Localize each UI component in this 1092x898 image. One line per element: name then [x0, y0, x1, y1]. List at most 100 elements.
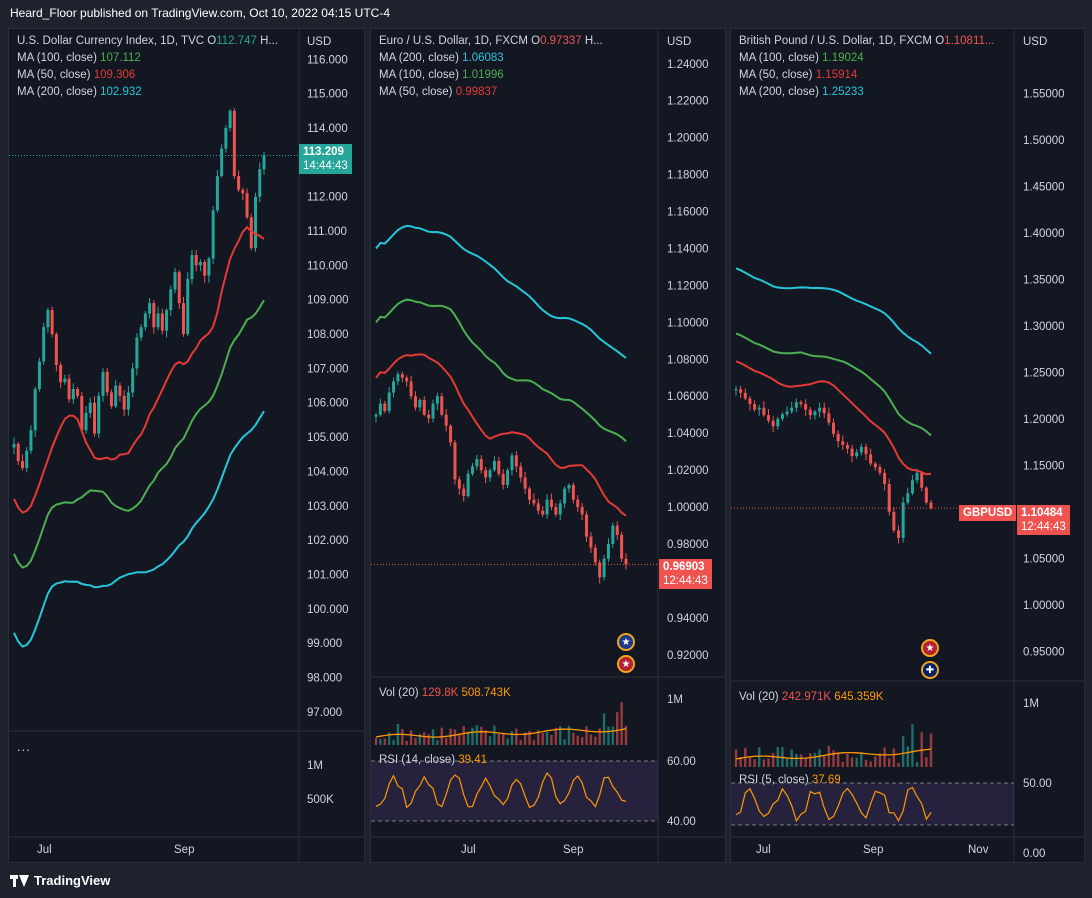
- volume-bar: [475, 725, 479, 745]
- currency-label: USD: [1023, 36, 1047, 48]
- volume-bar: [915, 762, 919, 767]
- eu-flag-icon[interactable]: ★: [617, 633, 635, 651]
- volume-bar: [878, 753, 882, 767]
- candle-body: [33, 389, 37, 431]
- candle-body: [457, 479, 461, 489]
- candle-body: [776, 418, 780, 427]
- y-tick-label: 1.20000: [1023, 414, 1065, 426]
- volume-bar: [506, 738, 509, 745]
- moving-average-line: [375, 353, 627, 517]
- y-tick-label: 99.000: [307, 638, 342, 650]
- dxy-legend: U.S. Dollar Currency Index, 1D, TVC O112…: [17, 33, 278, 101]
- volume-bar: [739, 757, 742, 767]
- candle-body: [571, 484, 575, 500]
- candle-body: [444, 414, 448, 426]
- volume-bar: [444, 737, 448, 745]
- candle-body: [836, 433, 840, 442]
- dxy-ma3-value: 102.932: [100, 86, 142, 98]
- volume-axis-label: 500K: [307, 794, 334, 806]
- us-flag-icon[interactable]: ★: [617, 655, 635, 673]
- candle-body: [409, 381, 413, 397]
- volume-bar: [827, 745, 831, 767]
- volume-bar: [427, 734, 430, 745]
- candle-body: [122, 395, 126, 410]
- gbpusd-chart-svg[interactable]: USD 1.55000 1.50000 1.45000 1.40000 1.35000 1.…: [731, 29, 1085, 863]
- y-tick-label: 101.000: [307, 569, 349, 581]
- candle-body: [901, 502, 905, 538]
- candle-body: [139, 327, 143, 338]
- candle-body: [757, 407, 761, 410]
- candle-body: [383, 403, 387, 412]
- dxy-ma2-value: 109.306: [93, 69, 136, 81]
- candle-body: [785, 411, 789, 415]
- volume-bar: [480, 726, 483, 745]
- candle-body: [929, 502, 933, 509]
- moving-average-line: [735, 332, 932, 437]
- candle-body: [492, 460, 496, 471]
- volume-bar: [580, 737, 584, 745]
- candle-body: [832, 422, 835, 434]
- volume-bar: [841, 762, 844, 767]
- rsi-line: [375, 772, 627, 809]
- tradingview-logo-icon: [10, 874, 29, 887]
- volume-bar: [576, 735, 579, 745]
- candle-body: [790, 407, 794, 412]
- volume-bar: [458, 733, 461, 745]
- eurusd-ohlc-prefix: O: [531, 35, 541, 47]
- us-flag-icon[interactable]: ★: [921, 639, 939, 657]
- dxy-price-badge: 113.209 14:44:43: [299, 144, 352, 174]
- candle-body: [186, 279, 190, 335]
- candle-body: [160, 313, 164, 331]
- eurusd-chart-svg[interactable]: USD 1.24000 1.22000 1.20000 1.18000 1.16000 1.…: [371, 29, 726, 863]
- candle-body: [169, 289, 173, 311]
- volume-bar: [850, 757, 854, 767]
- moving-average-line: [375, 298, 627, 443]
- y-tick-label: 0.94000: [667, 613, 709, 625]
- volume-bar: [409, 730, 413, 745]
- y-tick-label: 103.000: [307, 501, 349, 513]
- eurusd-vol-v2: 508.743K: [461, 687, 511, 699]
- candle-body: [418, 399, 422, 408]
- volume-bar: [519, 739, 522, 745]
- candle-body: [484, 470, 488, 478]
- volume-bar: [799, 754, 803, 767]
- volume-bar: [515, 728, 518, 745]
- rsi-axis-label: 0.00: [1023, 848, 1045, 860]
- volume-bar: [897, 762, 900, 767]
- chart-panel-eurusd[interactable]: USD 1.24000 1.22000 1.20000 1.18000 1.16000 1.…: [370, 28, 726, 863]
- candle-body: [883, 472, 887, 484]
- volume-bar: [401, 728, 404, 745]
- candle-body: [84, 413, 88, 431]
- volume-bar: [734, 749, 738, 767]
- volume-bar: [864, 759, 868, 767]
- uk-flag-icon[interactable]: ✚: [921, 661, 939, 679]
- candle-body: [165, 310, 169, 331]
- eurusd-rsi-label: RSI (14, close): [379, 754, 456, 766]
- y-tick-label: 1.02000: [667, 465, 709, 477]
- chart-panel-gbpusd[interactable]: USD 1.55000 1.50000 1.45000 1.40000 1.35000 1.…: [730, 28, 1085, 863]
- volume-bar: [423, 732, 426, 745]
- tradingview-footer[interactable]: TradingView: [10, 873, 110, 888]
- x-tick-label: Jul: [37, 844, 52, 856]
- candle-body: [892, 511, 896, 531]
- volume-bar: [471, 727, 474, 745]
- candle-body: [576, 499, 580, 508]
- candle-body: [624, 558, 628, 565]
- gbpusd-price-badge: 1.10484 12:44:43: [1017, 505, 1070, 535]
- y-tick-label: 115.000: [307, 89, 348, 101]
- candle-body: [431, 403, 435, 419]
- volume-axis-label: 1M: [307, 760, 323, 772]
- candle-body: [211, 210, 215, 259]
- x-tick-label: Jul: [461, 844, 476, 856]
- y-tick-label: 1.16000: [667, 207, 709, 219]
- chart-panel-dxy[interactable]: USD116.000115.000114.000113.000112.00011…: [8, 28, 365, 863]
- candle-body: [479, 459, 483, 471]
- dxy-sub-menu[interactable]: ...: [17, 739, 31, 754]
- y-tick-label: 1.55000: [1023, 89, 1065, 101]
- y-tick-label: 0.98000: [667, 539, 709, 551]
- y-tick-label: 108.000: [307, 329, 349, 341]
- candle-body: [12, 443, 16, 448]
- candle-body: [114, 385, 118, 407]
- gbpusd-ohlc-value: 1.10811...: [944, 35, 995, 47]
- candle-body: [887, 483, 891, 512]
